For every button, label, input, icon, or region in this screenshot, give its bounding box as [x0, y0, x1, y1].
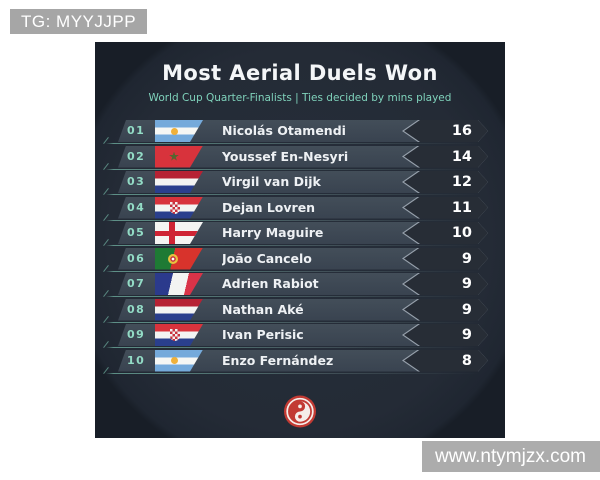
row-background: 10 Enzo Fernández [118, 350, 488, 372]
player-name: Youssef En-Nesyri [222, 148, 349, 164]
table-row: 07 Adrien Rabiot 9 [106, 273, 488, 297]
publisher-logo-icon [283, 395, 317, 428]
rank-label: 01 [127, 124, 146, 137]
flag-emblem-icon [168, 254, 178, 264]
value-chevron-badge: 9 [402, 273, 488, 295]
value-chevron-badge: 9 [402, 324, 488, 346]
rank-label: 06 [127, 251, 146, 265]
flag-emblem-icon [169, 152, 179, 162]
value-label: 14 [451, 148, 472, 165]
player-name: Dejan Lovren [222, 199, 316, 215]
row-background: 03 Virgil van Dijk [118, 171, 488, 193]
flag-emblem-icon [170, 202, 180, 214]
country-flag-icon-croatia [155, 197, 203, 219]
player-name: Nathan Aké [222, 301, 304, 317]
value-chevron-badge: 9 [402, 248, 488, 270]
value-label: 16 [451, 123, 472, 139]
country-flag-icon-croatia [155, 324, 203, 346]
country-flag-icon-morocco [155, 146, 203, 168]
player-name: Harry Maguire [222, 225, 324, 240]
value-label: 11 [451, 199, 472, 216]
value-chevron-badge: 14 [402, 146, 488, 168]
value-chevron-badge: 10 [402, 222, 488, 244]
rank-label: 09 [127, 328, 146, 341]
value-label: 9 [461, 327, 472, 343]
value-label: 10 [451, 225, 472, 241]
table-row: 02 Youssef En-Nesyri 14 [106, 146, 488, 170]
rank-label: 07 [127, 277, 146, 290]
page-subtitle: World Cup Quarter-Finalists | Ties decid… [148, 92, 452, 104]
website-watermark-badge: www.ntymjzx.com [422, 441, 600, 472]
player-name: Ivan Perisic [222, 327, 304, 342]
rank-label: 08 [127, 302, 146, 316]
table-row: 10 Enzo Fernández 8 [106, 350, 488, 374]
player-name: Enzo Fernández [222, 352, 334, 368]
table-row: 06 João Cancelo 9 [106, 248, 488, 272]
page-title: Most Aerial Duels Won [162, 61, 438, 85]
rank-label: 04 [127, 200, 146, 214]
table-row: 08 Nathan Aké 9 [106, 299, 488, 323]
country-flag-icon-france [155, 273, 203, 295]
table-row: 04 Dejan Lovren 11 [106, 197, 488, 221]
flag-emblem-icon [170, 329, 180, 341]
ranking-list: 01 Nicolás Otamendi 16 02 Youssef En-Nes… [106, 120, 488, 375]
row-background: 09 Ivan Perisic [118, 324, 488, 346]
country-flag-icon-netherlands [155, 299, 203, 321]
player-name: Virgil van Dijk [222, 174, 321, 189]
country-flag-icon-netherlands [155, 171, 203, 193]
row-background: 05 Harry Maguire [118, 222, 488, 244]
country-flag-icon-argentina [155, 350, 203, 372]
player-name: João Cancelo [222, 250, 312, 266]
value-chevron-badge: 8 [402, 350, 488, 372]
value-chevron-badge: 11 [402, 197, 488, 219]
telegram-watermark-badge: TG: MYYJJPP [10, 9, 148, 34]
value-label: 9 [461, 301, 472, 318]
value-label: 12 [451, 174, 472, 190]
country-flag-icon-england [155, 222, 203, 244]
country-flag-icon-argentina [155, 120, 203, 142]
value-chevron-badge: 9 [402, 299, 488, 321]
rank-label: 10 [127, 353, 146, 367]
rank-label: 03 [127, 175, 146, 188]
flag-emblem-icon [171, 357, 178, 364]
value-chevron-badge: 16 [402, 120, 488, 142]
value-chevron-badge: 12 [402, 171, 488, 193]
flag-emblem-icon [155, 222, 203, 244]
infographic-card: Most Aerial Duels Won World Cup Quarter-… [95, 42, 505, 438]
table-row: 03 Virgil van Dijk 12 [106, 171, 488, 195]
value-label: 8 [461, 352, 472, 369]
table-row: 09 Ivan Perisic 9 [106, 324, 488, 348]
row-background: 04 Dejan Lovren [118, 197, 488, 219]
flag-emblem-icon [171, 128, 178, 135]
table-row: 01 Nicolás Otamendi 16 [106, 120, 488, 144]
table-row: 05 Harry Maguire 10 [106, 222, 488, 246]
value-label: 9 [461, 276, 472, 292]
row-background: 06 João Cancelo [118, 248, 488, 270]
country-flag-icon-portugal [155, 248, 203, 270]
row-background: 08 Nathan Aké [118, 299, 488, 321]
rank-label: 02 [127, 149, 146, 163]
row-background: 02 Youssef En-Nesyri [118, 146, 488, 168]
player-name: Adrien Rabiot [222, 276, 319, 291]
value-label: 9 [461, 250, 472, 267]
row-background: 01 Nicolás Otamendi [118, 120, 488, 142]
player-name: Nicolás Otamendi [222, 123, 346, 138]
rank-label: 05 [127, 226, 146, 239]
row-background: 07 Adrien Rabiot [118, 273, 488, 295]
